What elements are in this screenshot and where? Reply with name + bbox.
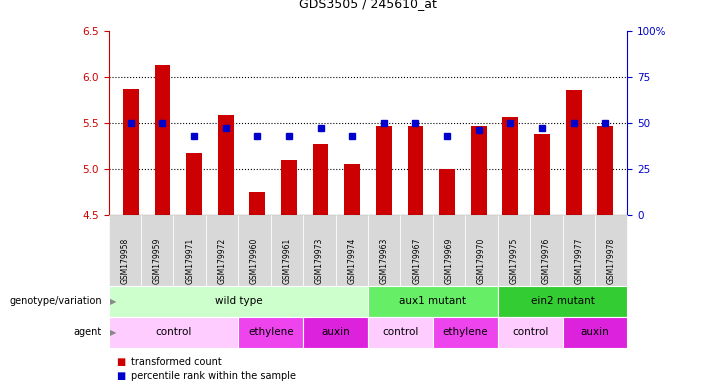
- Text: control: control: [512, 327, 548, 337]
- Bar: [250, 192, 265, 215]
- Text: auxin: auxin: [321, 327, 350, 337]
- Text: GSM179960: GSM179960: [250, 238, 259, 284]
- Bar: [566, 90, 582, 215]
- Text: agent: agent: [74, 327, 102, 337]
- Text: GSM179976: GSM179976: [542, 238, 551, 284]
- Text: ▶: ▶: [110, 328, 116, 337]
- Bar: [503, 118, 518, 215]
- Text: GSM179974: GSM179974: [347, 238, 356, 284]
- Text: GSM179963: GSM179963: [380, 238, 389, 284]
- Text: GSM179973: GSM179973: [315, 238, 324, 284]
- Bar: [440, 169, 455, 215]
- Text: GSM179967: GSM179967: [412, 238, 421, 284]
- Bar: [281, 160, 297, 215]
- Text: control: control: [382, 327, 418, 337]
- Bar: [218, 114, 233, 215]
- Bar: [123, 89, 139, 215]
- Bar: [154, 65, 170, 215]
- Text: ▶: ▶: [110, 297, 116, 306]
- Text: GSM179969: GSM179969: [444, 238, 454, 284]
- Text: GSM179978: GSM179978: [606, 238, 615, 284]
- Text: GSM179959: GSM179959: [153, 238, 162, 284]
- Text: percentile rank within the sample: percentile rank within the sample: [131, 371, 296, 381]
- Text: wild type: wild type: [215, 296, 262, 306]
- Bar: [186, 153, 202, 215]
- Text: aux1 mutant: aux1 mutant: [400, 296, 466, 306]
- Bar: [471, 126, 486, 215]
- Text: auxin: auxin: [580, 327, 609, 337]
- Text: GSM179977: GSM179977: [574, 238, 583, 284]
- Text: ■: ■: [116, 357, 125, 367]
- Bar: [597, 126, 613, 215]
- Bar: [407, 126, 423, 215]
- Text: ethylene: ethylene: [248, 327, 294, 337]
- Text: genotype/variation: genotype/variation: [9, 296, 102, 306]
- Bar: [344, 164, 360, 215]
- Text: GSM179971: GSM179971: [185, 238, 194, 284]
- Text: GSM179970: GSM179970: [477, 238, 486, 284]
- Text: GDS3505 / 245610_at: GDS3505 / 245610_at: [299, 0, 437, 10]
- Bar: [313, 144, 329, 215]
- Text: control: control: [156, 327, 191, 337]
- Text: GSM179975: GSM179975: [510, 238, 519, 284]
- Text: GSM179958: GSM179958: [121, 238, 130, 284]
- Text: ein2 mutant: ein2 mutant: [531, 296, 594, 306]
- Text: ■: ■: [116, 371, 125, 381]
- Text: GSM179961: GSM179961: [283, 238, 292, 284]
- Text: ethylene: ethylene: [442, 327, 488, 337]
- Bar: [376, 126, 392, 215]
- Text: transformed count: transformed count: [131, 357, 222, 367]
- Text: GSM179972: GSM179972: [217, 238, 226, 284]
- Bar: [534, 134, 550, 215]
